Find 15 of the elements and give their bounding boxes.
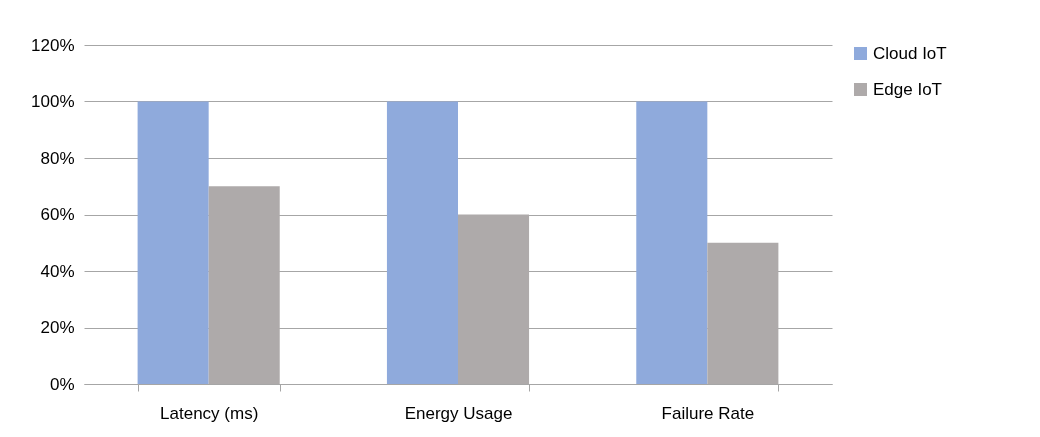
bar [137,101,209,384]
x-tick-label: Latency (ms) [160,403,259,423]
legend-label: Edge IoT [873,79,942,99]
y-tick-label: 60% [40,205,75,224]
y-tick-label: 20% [40,318,75,337]
y-tick-label: 120% [31,35,75,55]
y-tick-label: 80% [40,148,75,168]
y-tick-label: 40% [40,261,75,281]
bar [636,101,708,384]
bar [386,101,458,384]
x-tick-label: Energy Usage [404,403,513,423]
y-tick-label: 0% [49,374,75,394]
legend-label: Cloud IoT [873,43,947,63]
y-tick-label: 100% [31,92,75,111]
x-tick-label: Failure Rate [661,403,755,423]
